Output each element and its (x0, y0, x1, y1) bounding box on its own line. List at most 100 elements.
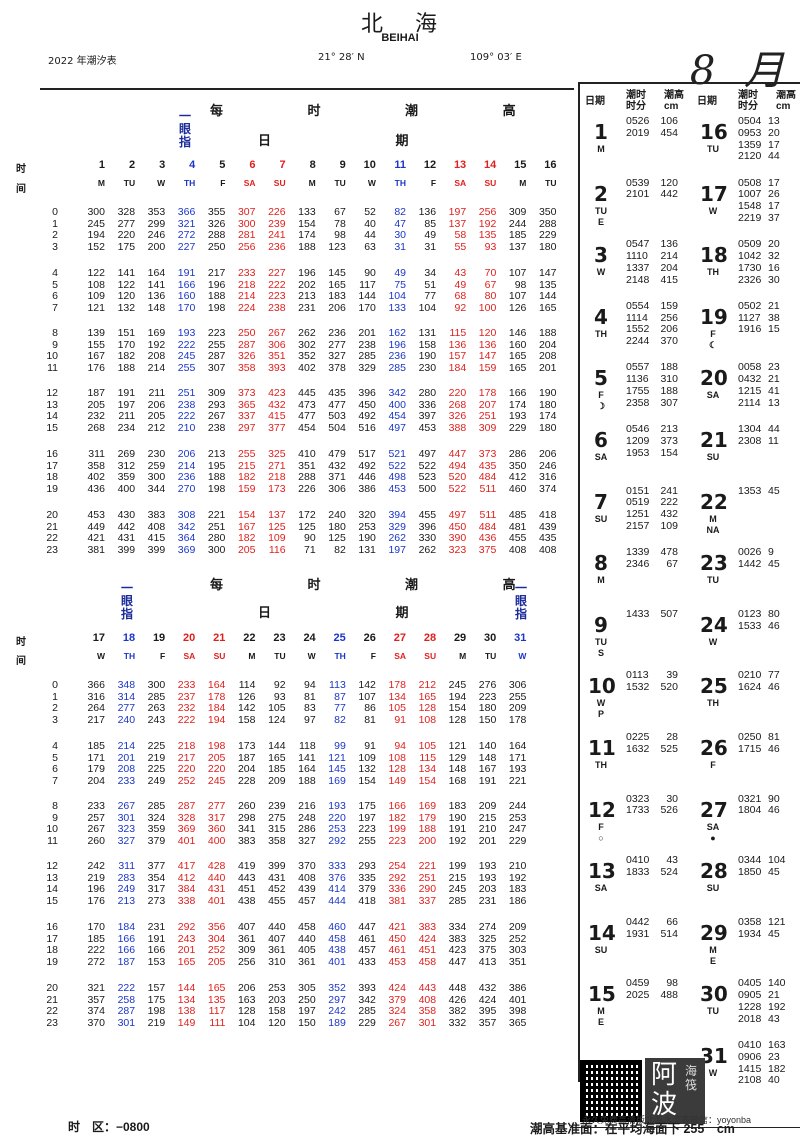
rp-day-3: 3 (594, 243, 608, 268)
hour-label-0: 0 (52, 206, 58, 218)
tide-cell: 196 (388, 338, 406, 351)
tide-cell: 321 (87, 982, 105, 994)
day-header-27: 27 (393, 632, 406, 644)
tide-cell: 358 (268, 835, 286, 848)
tide-cell: 444 (328, 895, 346, 908)
tide-cell: 108 (418, 714, 437, 727)
tide-cell: 115 (449, 327, 467, 339)
tide-cell: 288 (207, 229, 226, 242)
tide-cell: 267 (388, 1017, 406, 1030)
tide-cell: 262 (298, 327, 316, 339)
tide-cell: 131 (418, 327, 437, 339)
tide-cell: 170 (358, 302, 376, 315)
tide-cell: 388 (448, 422, 467, 435)
tide-cell: 435 (478, 459, 497, 472)
tide-cell: 432 (328, 459, 346, 472)
tide-cell: 140 (478, 740, 497, 752)
tide-cell: 180 (538, 422, 557, 435)
day-header-13: 13 (453, 159, 467, 171)
tide-cell: 439 (538, 520, 557, 533)
tide-cell: 400 (388, 398, 406, 411)
tide-cell: 136 (478, 338, 497, 351)
tide-cell: 147 (478, 350, 497, 363)
tide-cell: 132 (117, 302, 136, 315)
day-header-24: 24 (303, 632, 316, 644)
rp-day-8: 8 (594, 551, 608, 576)
tide-cell: 231 (478, 895, 497, 908)
hour-label-20: 20 (46, 982, 58, 994)
weekday-header-26: F (370, 651, 376, 661)
hour-label-22: 22 (46, 1005, 58, 1018)
tide-cell: 165 (508, 350, 527, 363)
rp-header-time-2: 潮时 时分 (738, 90, 758, 112)
tide-cell: 428 (207, 860, 226, 872)
tide-cell: 134 (418, 763, 437, 776)
tide-cell: 511 (479, 509, 497, 521)
rp-weekday-13: SA (594, 883, 608, 894)
tide-cell: 303 (508, 944, 527, 957)
tide-cell: 242 (87, 860, 105, 872)
tide-cell: 325 (268, 448, 286, 460)
tide-cell: 123 (328, 241, 346, 254)
day-header-31: 31 (514, 632, 527, 644)
day-header-11: 11 (394, 159, 406, 171)
hour-label-12: 12 (46, 860, 58, 872)
rp-times-29: 0358 1934 (738, 915, 762, 940)
rp-weekday-31: W (708, 1068, 718, 1078)
rp-times-22: 1353 (738, 484, 762, 497)
tide-cell: 424 (418, 932, 437, 945)
tide-cell: 153 (147, 956, 166, 969)
tide-cell: 365 (508, 1017, 527, 1030)
tide-cell: 165 (268, 751, 286, 764)
weekday-header-2: TU (123, 178, 136, 188)
rp-times-13: 0410 1833 (626, 854, 650, 878)
tide-cell: 201 (478, 835, 497, 848)
tide-cell: 142 (237, 702, 256, 715)
tide-cell: 371 (328, 471, 346, 484)
tide-cell: 232 (177, 702, 196, 715)
tide-cell: 249 (147, 775, 166, 788)
tide-cell: 206 (538, 448, 557, 460)
tide-cell: 192 (508, 871, 527, 884)
tide-cell: 200 (147, 241, 166, 254)
tide-cell: 187 (87, 387, 105, 399)
weekday-header-9: TU (334, 178, 346, 188)
hour-label-23: 23 (46, 544, 58, 557)
tide-cell: 364 (177, 532, 196, 545)
promo-rule (578, 1127, 800, 1128)
tide-cell: 204 (87, 775, 105, 788)
tide-cell: 165 (328, 278, 346, 291)
tide-cell: 454 (298, 422, 316, 435)
tide-cell: 218 (177, 740, 196, 752)
tide-cell: 377 (147, 860, 166, 872)
tide-cell: 311 (118, 860, 136, 872)
tide-cell: 126 (237, 690, 256, 703)
rp-heights-1: 106 454 (660, 115, 678, 139)
tide-cell: 442 (117, 520, 136, 533)
rp-times-15: 0459 2025 (626, 977, 650, 1002)
tide-cell: 522 (388, 459, 406, 472)
weekday-header-5: F (220, 178, 226, 188)
tide-cell: 399 (268, 860, 286, 872)
tide-cell: 163 (237, 993, 256, 1006)
tide-cell: 492 (358, 459, 376, 472)
tide-cell: 516 (358, 422, 376, 435)
tide-cell: 377 (268, 422, 286, 435)
tide-cell: 100 (478, 302, 497, 315)
tide-cell: 202 (298, 278, 316, 291)
tide-cell: 213 (117, 895, 136, 908)
rp-day-21: 21 (700, 428, 728, 452)
hourly-table-top: 1 M 2 TU 3 W 4 TH 5 F 6 SA 7 SU 8 M 9 TU 10 W 11 TH 12 F 13 SA 14 S… (0, 0, 580, 570)
tide-cell: 286 (298, 823, 316, 836)
tide-cell: 327 (328, 350, 346, 363)
tide-cell: 144 (177, 982, 196, 994)
tide-cell: 121 (328, 751, 346, 764)
tide-cell: 447 (448, 956, 467, 969)
qr-code[interactable] (580, 1060, 642, 1122)
tide-cell: 154 (448, 702, 467, 715)
tide-cell: 430 (117, 509, 136, 521)
tide-cell: 374 (87, 1005, 105, 1018)
rp-times-7: 0151 0519 1251 2157 (626, 484, 650, 532)
tide-cell: 165 (508, 362, 527, 375)
rp-times-12: 0323 1733 (626, 792, 650, 817)
